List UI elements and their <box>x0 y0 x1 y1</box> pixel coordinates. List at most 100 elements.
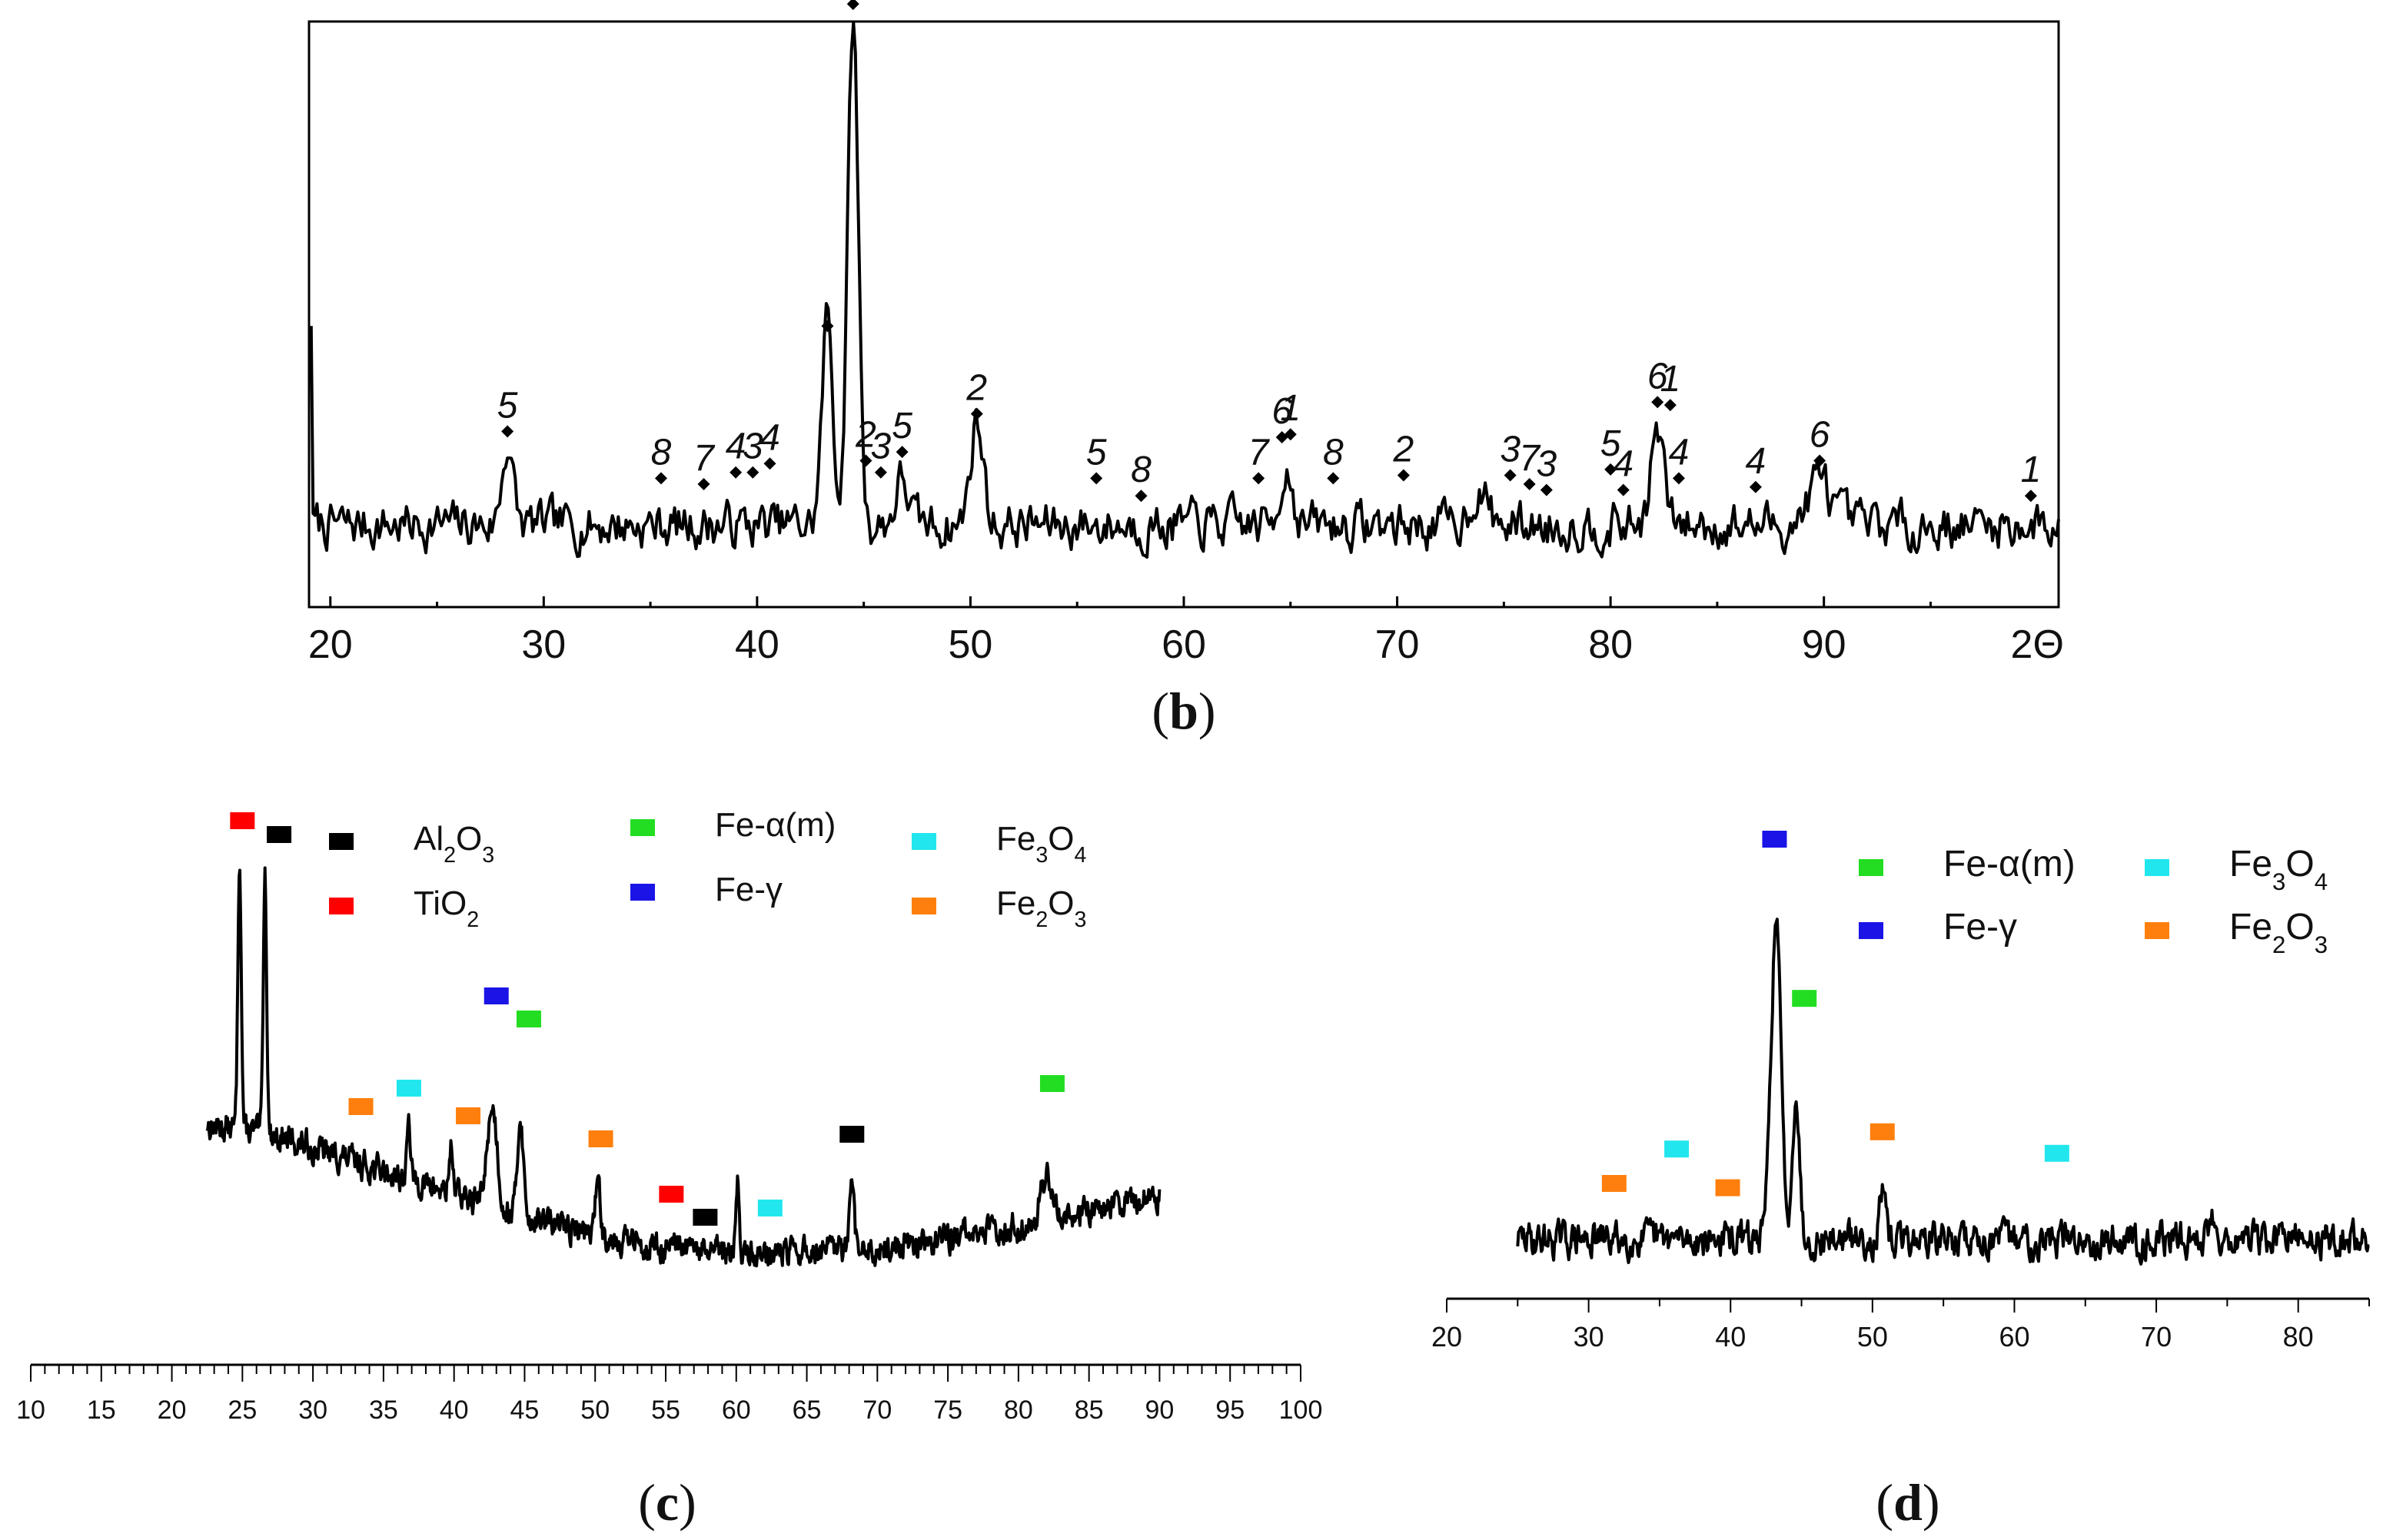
panel-c-legend-Fe_gamma-swatch <box>630 884 655 901</box>
peak-marker-diamond <box>1135 490 1148 503</box>
panel-d-tick-label: 70 <box>2141 1321 2172 1352</box>
panel-d-legend-Fe2O3-swatch <box>2145 922 2169 939</box>
peak-marker-diamond <box>730 466 743 479</box>
peak-marker-diamond <box>501 425 514 438</box>
panel-d-tick-label: 50 <box>1857 1321 1888 1352</box>
panel-b-tick-label: 40 <box>735 622 779 667</box>
phase-marker-Fe3O4 <box>396 1080 421 1097</box>
phase-marker-TiO2 <box>659 1186 684 1203</box>
peak-marker-diamond <box>1540 483 1553 496</box>
panel-b-series-line <box>309 21 2060 559</box>
panel-c-legend-Fe3O4-text: Fe3O4 <box>996 820 1087 868</box>
peak-marker-diamond <box>1504 469 1517 482</box>
peak-marker-diamond <box>1663 399 1677 412</box>
peak-marker-diamond <box>1604 463 1617 476</box>
peak-marker-diamond <box>1672 472 1685 485</box>
peak-marker-label: 5 <box>1600 423 1621 464</box>
phase-marker-Fe2O3 <box>1601 1175 1627 1192</box>
phase-marker-Al2O3 <box>839 1126 865 1143</box>
panel-d-legend-Fe_alpha-text: Fe-α(m) <box>1943 844 2076 885</box>
phase-marker-Fe3O4 <box>1664 1140 1690 1158</box>
panel-b-tick-label: 90 <box>1802 622 1846 667</box>
panel-c-chart: 10 15 20 25 30 35 40 45 50 55 60 65 70 75 80 85 90 95 100 … <box>16 806 1322 1532</box>
panel-b-tick-label: 20 <box>308 622 353 667</box>
panel-c-tick-label: 30 <box>298 1396 327 1425</box>
peak-marker-label: 4 <box>1613 444 1634 485</box>
panel-c-tick-label: 65 <box>793 1396 822 1425</box>
peak-marker-label: 5 <box>892 406 912 446</box>
panel-b-tick-label: 80 <box>1588 622 1633 667</box>
panel-d-series-line <box>1516 918 2370 1266</box>
panel-c-legend-Fe_gamma-text: Fe-γ <box>715 871 783 908</box>
panel-d-legend-Fe_gamma-text: Fe-γ <box>1943 907 2017 948</box>
panel-d-label: (d) <box>1876 1473 1939 1532</box>
phase-marker-Fe2O3 <box>588 1130 613 1147</box>
panel-b-tick-label: 70 <box>1375 622 1420 667</box>
peak-marker-label: 3 <box>1537 444 1557 485</box>
peak-marker-diamond <box>896 446 909 459</box>
peak-marker-diamond <box>2024 490 2037 503</box>
peak-marker-label: 1 <box>1660 359 1680 400</box>
panel-c-tick-label: 20 <box>158 1396 187 1425</box>
panel-d-chart: 20 30 40 50 60 70 80 Fe-α(m) Fe3O4 Fe-γ Fe2O3 (d) <box>1431 831 2370 1532</box>
peak-marker-label: 7 <box>1248 432 1271 473</box>
panel-d-legend-Fe3O4-text: Fe3O4 <box>2229 844 2328 895</box>
peak-marker-label: 8 <box>651 432 672 473</box>
panel-d-legend-Fe2O3-text: Fe2O3 <box>2229 907 2328 958</box>
phase-marker-Al2O3 <box>267 826 292 843</box>
panel-c-legend-Al2O3-swatch <box>329 833 354 850</box>
peak-marker-diamond <box>846 0 859 11</box>
phase-marker-Fe2O3 <box>456 1107 481 1124</box>
panel-c-legend-Fe2O3-swatch <box>912 898 936 914</box>
panel-c-tick-label: 15 <box>87 1396 116 1425</box>
peak-marker-diamond <box>970 407 983 420</box>
phase-marker-Fe_alpha <box>516 1011 541 1027</box>
panel-c-legend-Fe2O3-text: Fe2O3 <box>996 885 1086 932</box>
panel-b-tick-label: 50 <box>949 622 993 667</box>
panel-c-series-line <box>205 866 1162 1268</box>
peak-marker-diamond <box>1813 454 1826 467</box>
phase-marker-Fe3O4 <box>2044 1144 2069 1162</box>
panel-d-tick-label: 30 <box>1574 1321 1604 1352</box>
panel-c-x-axis: 10 15 20 25 30 35 40 45 50 55 60 65 70 75 80 85 90 95 100 <box>16 1363 1322 1425</box>
panel-c-tick-label: 10 <box>16 1396 45 1425</box>
peak-marker-diamond <box>1327 472 1340 485</box>
peak-marker-diamond <box>1090 472 1103 485</box>
panel-c-tick-label: 60 <box>722 1396 751 1425</box>
panel-d-tick-label: 60 <box>1999 1321 2029 1352</box>
peak-marker-label: 1 <box>2021 450 2042 490</box>
panel-c-legend-Fe_alpha-text: Fe-α(m) <box>715 806 836 844</box>
panel-c-label-letter: c <box>656 1473 679 1532</box>
panel-c-tick-label: 95 <box>1215 1396 1245 1425</box>
peak-marker-label: 5 <box>1086 432 1107 473</box>
phase-marker-TiO2 <box>230 812 255 829</box>
peak-marker-diamond <box>763 457 776 470</box>
peak-marker-label: 3 <box>871 426 892 467</box>
peak-marker-label: 8 <box>1323 432 1344 473</box>
peak-marker-diamond <box>1397 469 1410 482</box>
peak-marker-label: 6 <box>1647 356 1668 397</box>
peak-marker-diamond <box>746 466 759 479</box>
peak-marker-label: 4 <box>1669 432 1690 473</box>
panel-d-legend-Fe3O4-swatch <box>2145 859 2169 876</box>
panel-c-tick-label: 85 <box>1075 1396 1104 1425</box>
phase-marker-Fe3O4 <box>757 1200 783 1216</box>
peak-marker-label: 3 <box>1500 430 1521 470</box>
panel-c-tick-label: 40 <box>440 1396 469 1425</box>
peak-marker-label: 2 <box>1393 430 1414 470</box>
panel-d-label-letter: d <box>1893 1473 1923 1532</box>
panel-b-peak-markers: 58743412352587618237354614461 <box>497 0 2042 503</box>
panel-c-tick-label: 90 <box>1145 1396 1175 1425</box>
peak-marker-label: 6 <box>1271 391 1292 432</box>
peak-marker-diamond <box>874 466 887 479</box>
peak-marker-diamond <box>1617 483 1630 496</box>
peak-marker-label: 2 <box>965 368 987 409</box>
panel-d-legend: Fe-α(m) Fe3O4 Fe-γ Fe2O3 <box>1859 844 2328 958</box>
panel-c-legend-TiO2-text: TiO2 <box>414 885 479 932</box>
panel-c-tick-label: 25 <box>228 1396 257 1425</box>
peak-marker-diamond <box>859 454 872 467</box>
peak-marker-diamond <box>654 472 667 485</box>
phase-marker-Al2O3 <box>693 1209 718 1226</box>
panel-d-tick-label: 40 <box>1715 1321 1746 1352</box>
